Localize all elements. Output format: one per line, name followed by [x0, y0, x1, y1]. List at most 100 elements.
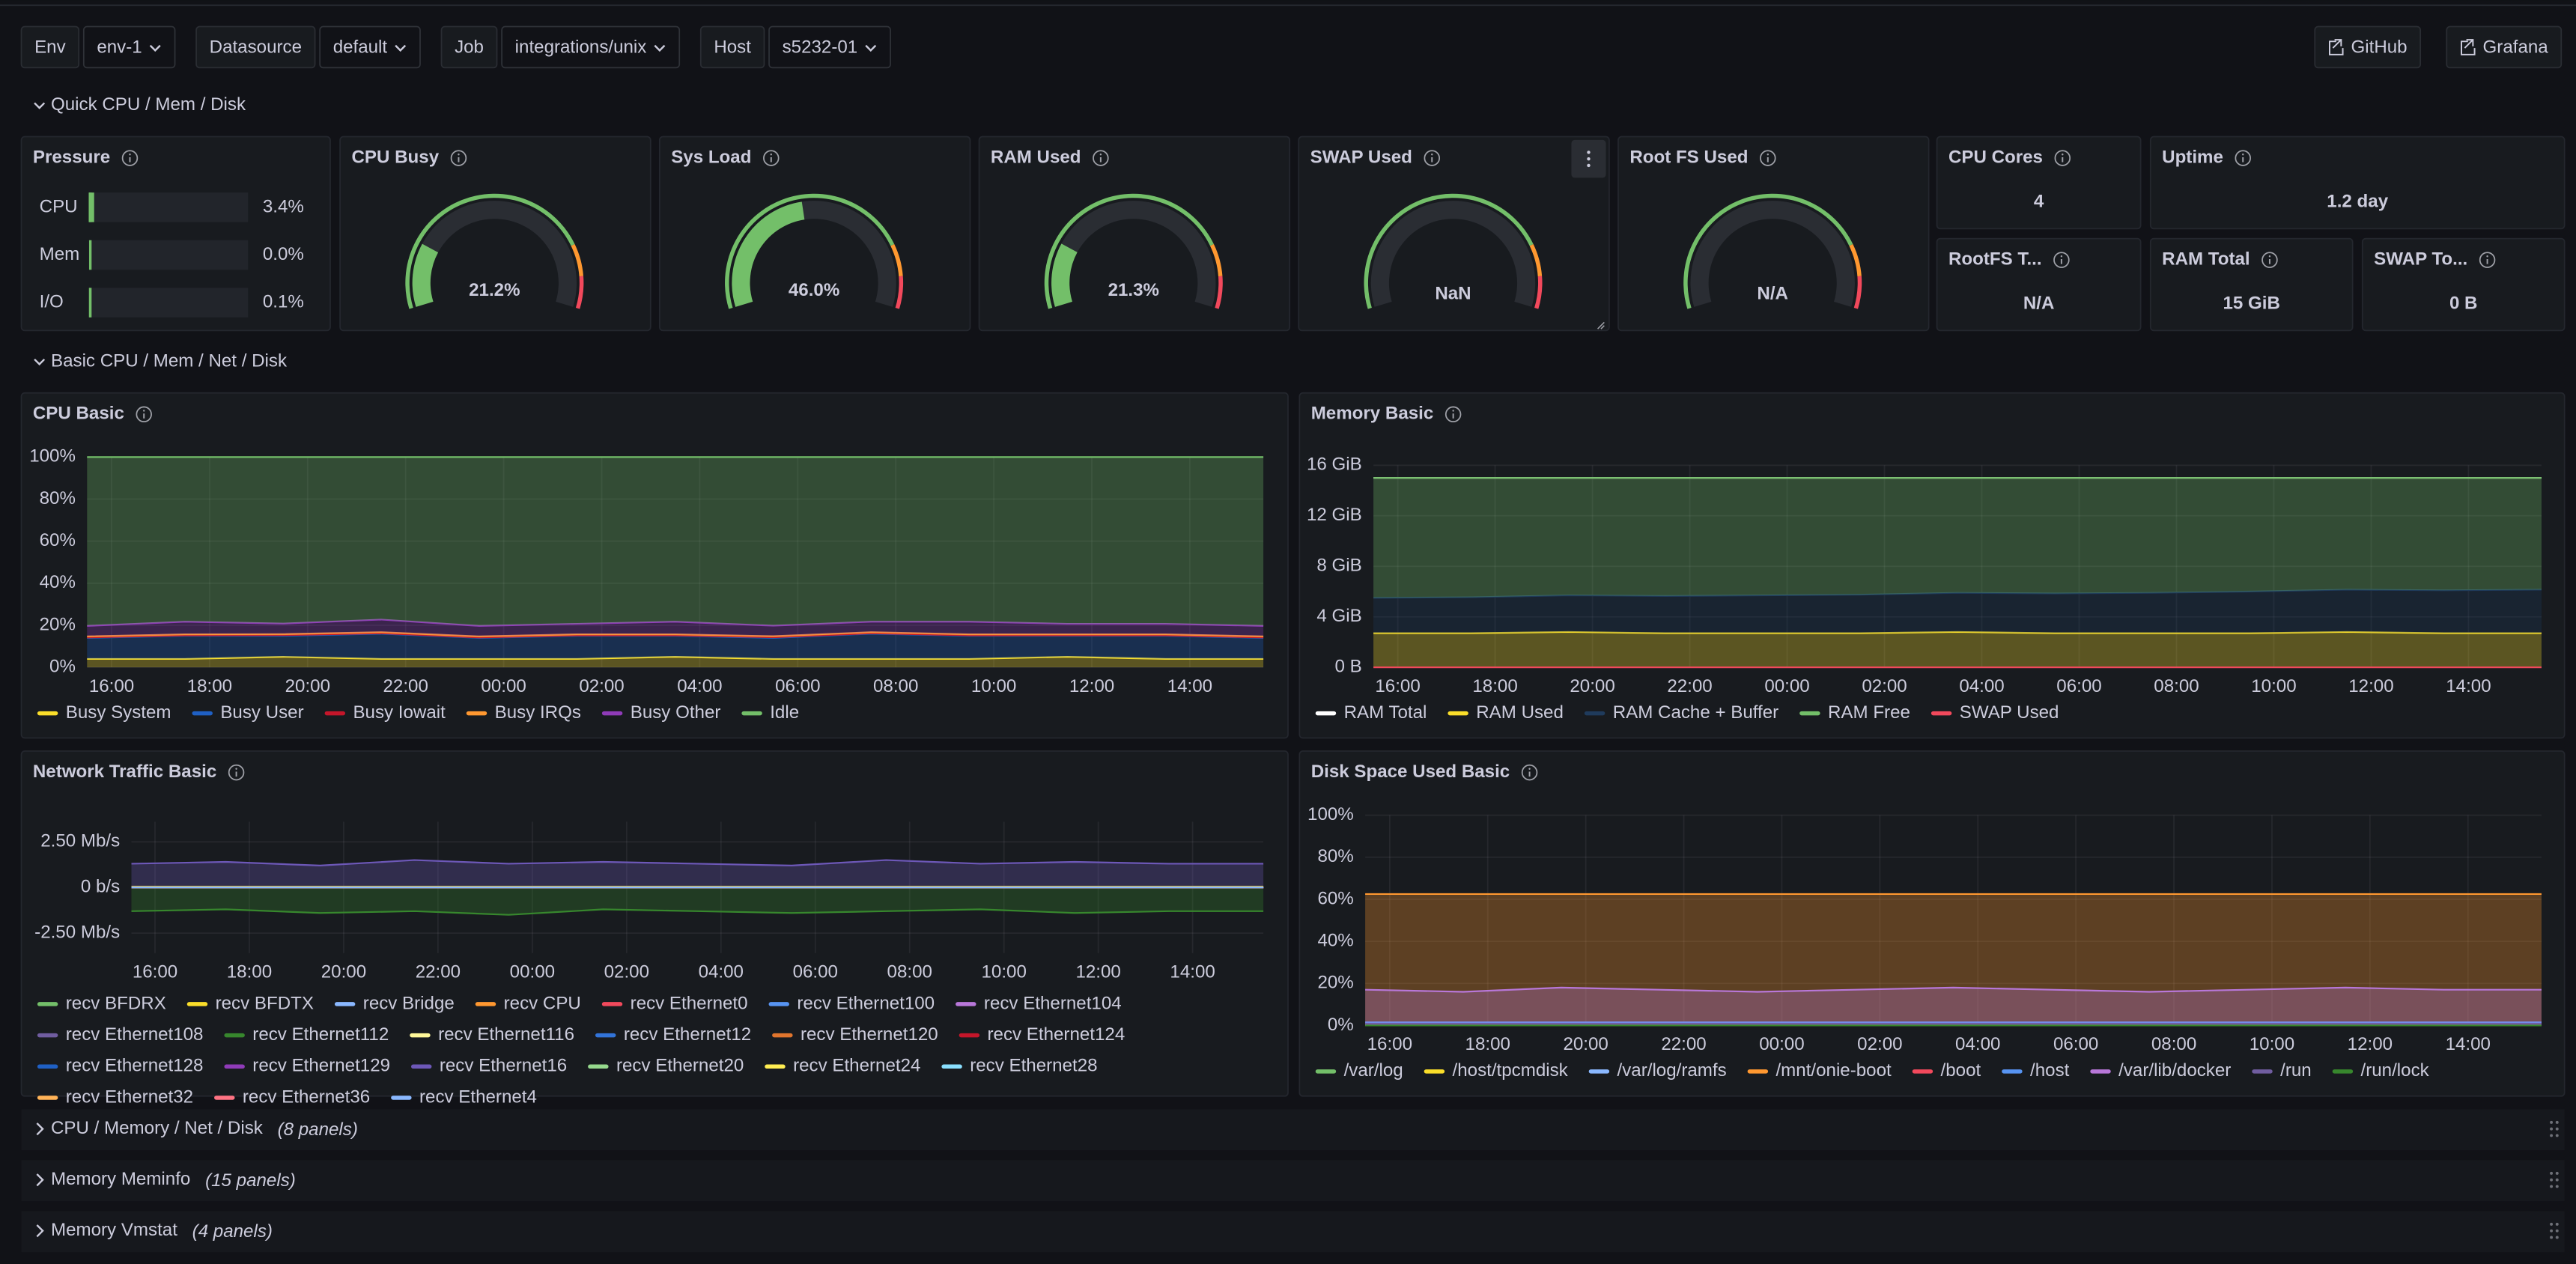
legend-label[interactable]: recv BFDTX [216, 993, 314, 1013]
legend-label[interactable]: recv Ethernet12 [624, 1024, 751, 1045]
legend-label[interactable]: /var/lib/docker [2118, 1060, 2231, 1081]
x-tick-label: 00:00 [1759, 1034, 1804, 1054]
drag-handle [2550, 1179, 2553, 1182]
collapsed-row[interactable] [22, 1109, 2565, 1150]
legend-label[interactable]: recv Ethernet0 [631, 993, 748, 1013]
drag-handle [2550, 1121, 2553, 1124]
legend-label[interactable]: Busy IRQs [495, 702, 581, 723]
panel-title: CPU Busy [351, 147, 439, 167]
legend-label[interactable]: recv Ethernet124 [988, 1024, 1126, 1045]
legend-label[interactable]: /host/tpcmdisk [1453, 1060, 1569, 1081]
legend-label[interactable]: recv Ethernet100 [797, 993, 935, 1013]
legend-label[interactable]: RAM Free [1828, 702, 1910, 723]
row-title[interactable]: Memory Meminfo [51, 1169, 190, 1189]
row-title[interactable]: Memory Vmstat [51, 1220, 177, 1240]
legend-label[interactable]: recv Ethernet20 [616, 1056, 744, 1076]
panel-title: Network Traffic Basic [33, 762, 216, 782]
collapsed-row[interactable] [22, 1160, 2565, 1201]
legend-label[interactable]: recv Ethernet129 [252, 1056, 390, 1076]
variable-value[interactable]: s5232-01 [783, 37, 858, 57]
legend-label[interactable]: /boot [1941, 1060, 1981, 1081]
variable-value[interactable]: integrations/unix [515, 37, 647, 57]
legend-label[interactable]: Busy Other [631, 702, 721, 723]
legend-label[interactable]: recv Ethernet108 [66, 1024, 204, 1045]
legend-label[interactable]: RAM Total [1344, 702, 1427, 723]
legend-label[interactable]: /var/log [1344, 1060, 1403, 1081]
legend-label[interactable]: recv Ethernet128 [66, 1056, 204, 1076]
legend-label[interactable]: recv Ethernet104 [984, 993, 1122, 1013]
legend-label[interactable]: /mnt/onie-boot [1775, 1060, 1892, 1081]
x-tick-label: 00:00 [510, 962, 555, 982]
x-tick-label: 08:00 [873, 676, 918, 696]
variable-value[interactable]: env-1 [97, 37, 142, 57]
panel-title: SWAP Used [1310, 147, 1412, 167]
x-tick-label: 20:00 [1563, 1034, 1608, 1054]
gauge-label: 21.3% [1108, 280, 1159, 300]
legend-label[interactable]: recv Ethernet24 [793, 1056, 920, 1076]
legend-label[interactable]: recv Ethernet120 [801, 1024, 938, 1045]
legend-label[interactable]: recv Ethernet16 [440, 1056, 567, 1076]
stat-value: 0 B [2449, 294, 2478, 314]
panel-title: Sys Load [671, 147, 751, 167]
section-title[interactable]: Quick CPU / Mem / Disk [51, 94, 246, 115]
link-text[interactable]: Grafana [2483, 37, 2549, 57]
gauge-value [1060, 248, 1069, 304]
variable-value[interactable]: default [333, 37, 388, 57]
y-tick-label: 2.50 Mb/s [40, 831, 120, 851]
drag-handle [2556, 1134, 2559, 1137]
panel-menu-dot [1587, 151, 1590, 154]
legend-label[interactable]: recv Ethernet36 [243, 1087, 370, 1107]
y-tick-label: 80% [1317, 846, 1353, 866]
pressure-bar [88, 192, 94, 222]
x-tick-label: 04:00 [699, 962, 744, 982]
variable-label: Job [455, 37, 484, 57]
row-title[interactable]: CPU / Memory / Net / Disk [51, 1118, 264, 1138]
drag-handle [2550, 1236, 2553, 1239]
legend-label[interactable]: /var/log/ramfs [1617, 1060, 1727, 1081]
legend-label[interactable]: recv Ethernet28 [970, 1056, 1097, 1076]
stat-value: N/A [2023, 294, 2055, 314]
drag-handle [2550, 1128, 2553, 1131]
legend-label[interactable]: RAM Used [1476, 702, 1564, 723]
collapsed-row[interactable] [22, 1211, 2565, 1252]
x-tick-label: 16:00 [1367, 1034, 1412, 1054]
legend-label[interactable]: recv Ethernet116 [438, 1024, 574, 1045]
series-area [87, 457, 1263, 625]
pressure-label: I/O [40, 292, 64, 312]
pressure-value: 0.0% [263, 244, 304, 264]
legend-label[interactable]: /run/lock [2361, 1060, 2430, 1081]
panel-title: SWAP To... [2374, 249, 2467, 269]
info-icon [2269, 255, 2270, 257]
y-tick-label: 100% [29, 446, 76, 467]
section-title[interactable]: Basic CPU / Mem / Net / Disk [51, 350, 288, 371]
legend-label[interactable]: SWAP Used [1960, 702, 2059, 723]
gauge-value [422, 248, 431, 304]
legend-label[interactable]: Busy System [66, 702, 171, 723]
legend-label[interactable]: recv CPU [504, 993, 581, 1013]
legend-label[interactable]: /run [2280, 1060, 2312, 1081]
x-tick-label: 22:00 [383, 676, 428, 696]
x-tick-label: 10:00 [2251, 676, 2296, 696]
x-tick-label: 18:00 [1465, 1034, 1510, 1054]
legend-label[interactable]: recv Bridge [363, 993, 455, 1013]
gauge-label: N/A [1757, 284, 1788, 304]
link-text[interactable]: GitHub [2351, 37, 2408, 57]
y-tick-label: 40% [1317, 930, 1353, 950]
legend-label[interactable]: recv Ethernet112 [252, 1024, 389, 1045]
legend-label[interactable]: Busy User [220, 702, 303, 723]
legend-label[interactable]: RAM Cache + Buffer [1613, 702, 1778, 723]
y-tick-label: 4 GiB [1316, 606, 1361, 626]
row-note: (8 panels) [278, 1119, 358, 1140]
x-tick-label: 16:00 [133, 962, 177, 982]
info-icon [2242, 154, 2244, 155]
legend-label[interactable]: Busy Iowait [353, 702, 446, 723]
legend-label[interactable]: Idle [770, 702, 799, 723]
drag-handle [2556, 1236, 2559, 1239]
gauge-label: NaN [1435, 284, 1471, 304]
legend-label[interactable]: recv BFDRX [66, 993, 166, 1013]
legend-label[interactable]: recv Ethernet32 [66, 1087, 193, 1107]
x-tick-label: 02:00 [1857, 1034, 1902, 1054]
legend-label[interactable]: /host [2030, 1060, 2070, 1081]
pressure-track [88, 192, 248, 222]
legend-label[interactable]: recv Ethernet4 [419, 1087, 537, 1107]
